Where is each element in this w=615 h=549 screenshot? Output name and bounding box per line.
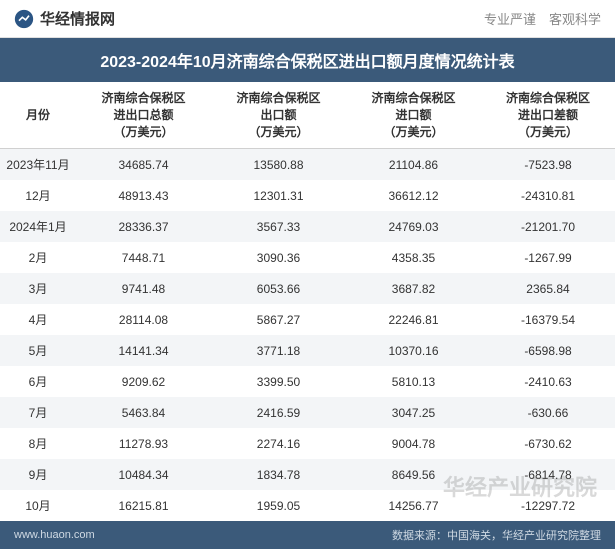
table-cell: 1959.05	[211, 499, 346, 513]
table-cell: 3771.18	[211, 344, 346, 358]
table-cell: 7448.71	[76, 251, 211, 265]
brand-tagline: 专业严谨 客观科学	[484, 9, 601, 28]
table-row: 6月9209.623399.505810.13-2410.63	[0, 366, 615, 397]
table-cell: 9741.48	[76, 282, 211, 296]
table-cell: 28114.08	[76, 313, 211, 327]
table-cell: 3月	[0, 280, 76, 297]
table-cell: 5月	[0, 342, 76, 359]
data-table: 月份 济南综合保税区进出口总额（万美元） 济南综合保税区出口额（万美元） 济南综…	[0, 82, 615, 521]
table-cell: 11278.93	[76, 437, 211, 451]
table-cell: 24769.03	[346, 220, 481, 234]
table-cell: 2023年11月	[0, 156, 76, 173]
table-cell: 13580.88	[211, 158, 346, 172]
table-body: 2023年11月34685.7413580.8821104.86-7523.98…	[0, 149, 615, 521]
column-header-diff: 济南综合保税区进出口差额（万美元）	[481, 82, 615, 148]
table-cell: 36612.12	[346, 189, 481, 203]
table-cell: -16379.54	[481, 313, 615, 327]
table-row: 5月14141.343771.1810370.16-6598.98	[0, 335, 615, 366]
table-cell: 3687.82	[346, 282, 481, 296]
table-cell: 2416.59	[211, 406, 346, 420]
brand: 华经情报网	[14, 8, 115, 29]
table-cell: 10月	[0, 497, 76, 514]
table-cell: 7月	[0, 404, 76, 421]
table-row: 12月48913.4312301.3136612.12-24310.81	[0, 180, 615, 211]
table-cell: 8月	[0, 435, 76, 452]
table-cell: 2024年1月	[0, 218, 76, 235]
brand-logo-icon	[14, 9, 34, 29]
table-row: 10月16215.811959.0514256.77-12297.72	[0, 490, 615, 521]
table-cell: 2274.16	[211, 437, 346, 451]
table-row: 2023年11月34685.7413580.8821104.86-7523.98	[0, 149, 615, 180]
footer-source: 数据来源：中国海关，华经产业研究院整理	[392, 527, 601, 543]
table-cell: 4月	[0, 311, 76, 328]
table-row: 2024年1月28336.373567.3324769.03-21201.70	[0, 211, 615, 242]
table-cell: 14141.34	[76, 344, 211, 358]
table-cell: -21201.70	[481, 220, 615, 234]
table-cell: 12月	[0, 187, 76, 204]
table-cell: 5867.27	[211, 313, 346, 327]
table-cell: 3399.50	[211, 375, 346, 389]
table-cell: 28336.37	[76, 220, 211, 234]
table-cell: -24310.81	[481, 189, 615, 203]
table-cell: 3090.36	[211, 251, 346, 265]
table-cell: 3047.25	[346, 406, 481, 420]
table-cell: 10484.34	[76, 468, 211, 482]
table-cell: -7523.98	[481, 158, 615, 172]
table-header-row: 月份 济南综合保税区进出口总额（万美元） 济南综合保税区出口额（万美元） 济南综…	[0, 82, 615, 149]
table-title: 2023-2024年10月济南综合保税区进出口额月度情况统计表	[0, 38, 615, 82]
table-cell: 9月	[0, 466, 76, 483]
column-header-total: 济南综合保税区进出口总额（万美元）	[76, 82, 211, 148]
page-header: 华经情报网 专业严谨 客观科学	[0, 0, 615, 38]
table-cell: 5810.13	[346, 375, 481, 389]
table-cell: 2月	[0, 249, 76, 266]
table-cell: -6598.98	[481, 344, 615, 358]
table-cell: 9004.78	[346, 437, 481, 451]
table-row: 7月5463.842416.593047.25-630.66	[0, 397, 615, 428]
table-cell: 1834.78	[211, 468, 346, 482]
table-cell: 21104.86	[346, 158, 481, 172]
table-cell: 3567.33	[211, 220, 346, 234]
column-header-month: 月份	[0, 82, 76, 148]
table-cell: -6814.78	[481, 468, 615, 482]
table-row: 9月10484.341834.788649.56-6814.78	[0, 459, 615, 490]
table-cell: 22246.81	[346, 313, 481, 327]
brand-name: 华经情报网	[40, 8, 115, 29]
table-cell: -12297.72	[481, 499, 615, 513]
table-cell: 6053.66	[211, 282, 346, 296]
table-cell: 5463.84	[76, 406, 211, 420]
table-cell: 34685.74	[76, 158, 211, 172]
table-cell: 9209.62	[76, 375, 211, 389]
table-cell: -2410.63	[481, 375, 615, 389]
table-row: 8月11278.932274.169004.78-6730.62	[0, 428, 615, 459]
table-cell: 2365.84	[481, 282, 615, 296]
table-cell: 10370.16	[346, 344, 481, 358]
table-cell: 48913.43	[76, 189, 211, 203]
table-cell: 6月	[0, 373, 76, 390]
table-row: 2月7448.713090.364358.35-1267.99	[0, 242, 615, 273]
table-cell: 14256.77	[346, 499, 481, 513]
table-cell: 16215.81	[76, 499, 211, 513]
table-cell: 12301.31	[211, 189, 346, 203]
table-cell: 4358.35	[346, 251, 481, 265]
column-header-export: 济南综合保税区出口额（万美元）	[211, 82, 346, 148]
column-header-import: 济南综合保税区进口额（万美元）	[346, 82, 481, 148]
table-row: 3月9741.486053.663687.822365.84	[0, 273, 615, 304]
table-cell: -1267.99	[481, 251, 615, 265]
table-cell: 8649.56	[346, 468, 481, 482]
page-footer: www.huaon.com 数据来源：中国海关，华经产业研究院整理	[0, 521, 615, 549]
table-cell: -6730.62	[481, 437, 615, 451]
table-row: 4月28114.085867.2722246.81-16379.54	[0, 304, 615, 335]
table-cell: -630.66	[481, 406, 615, 420]
